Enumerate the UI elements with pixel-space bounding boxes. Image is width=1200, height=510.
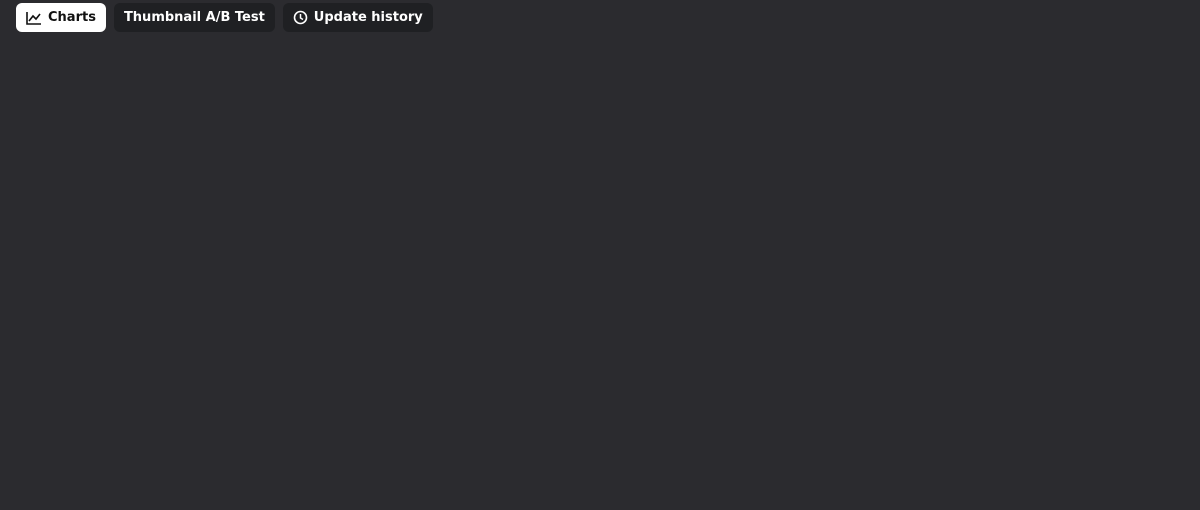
card [16, 54, 1070, 510]
x-tick-label: 04:00 [690, 461, 722, 474]
stat-value: 398 [571, 110, 638, 148]
icon [26, 11, 41, 25]
chart-note: Double-click on chart to zoom Timeline [435, 502, 651, 510]
tab[interactable]: Thumbnail A/B Test [113, 3, 275, 32]
x-tick-label: 12:00 [74, 461, 106, 474]
tab-label: Thumbnail A/B Test [123, 10, 265, 25]
rank-badge [902, 120, 958, 142]
series-line [35, 204, 1026, 456]
series-line [35, 219, 1026, 455]
x-tick-label: 20:00 [404, 461, 436, 474]
y-tick-label: 200 [1033, 323, 1054, 336]
rank-label: #386 [310, 127, 339, 138]
stat-value: 13 [252, 110, 297, 148]
rank-badge [304, 120, 346, 142]
tab[interactable]: Update history [282, 3, 433, 32]
x-tick-label: 16:00 [239, 461, 271, 474]
thumbnail: ? [35, 112, 138, 170]
tab-bar: Charts Thumbnail A/B Test Update history [16, 3, 433, 32]
legend-swatch [597, 484, 605, 492]
legend-swatch [491, 484, 499, 492]
card-title: PLAYER COUNT [35, 70, 231, 96]
tab-label: Update history [313, 10, 423, 25]
tab-label: Charts [48, 10, 96, 25]
x-tick-label: 08:00 [855, 461, 887, 474]
area [35, 205, 1025, 456]
rank-label: #5,079 [910, 127, 950, 138]
svg-text:?: ? [47, 142, 56, 161]
stat-label: ALL-TIME PEAK 16 HOURS AGO [791, 154, 1015, 169]
flag-icon [279, 186, 290, 197]
legend-label: Average Players [502, 481, 599, 495]
icon [293, 10, 308, 25]
tab[interactable]: Charts [16, 3, 106, 32]
x-tick-label: 00:00 [569, 461, 601, 474]
stat-label: PLAYERS RIGHT NOW [228, 154, 383, 169]
y-tick-label: 100 [1033, 386, 1054, 399]
legend-swatch [432, 484, 440, 492]
y-tick-label: 300 [1033, 260, 1054, 273]
legend-label: Versions [608, 481, 658, 495]
y-tick-label: 400 [1033, 197, 1054, 210]
legend-label: Players [443, 481, 487, 495]
stat-value: 398 [828, 110, 895, 148]
stat-label: 24-HOUR PEAK [549, 154, 659, 169]
